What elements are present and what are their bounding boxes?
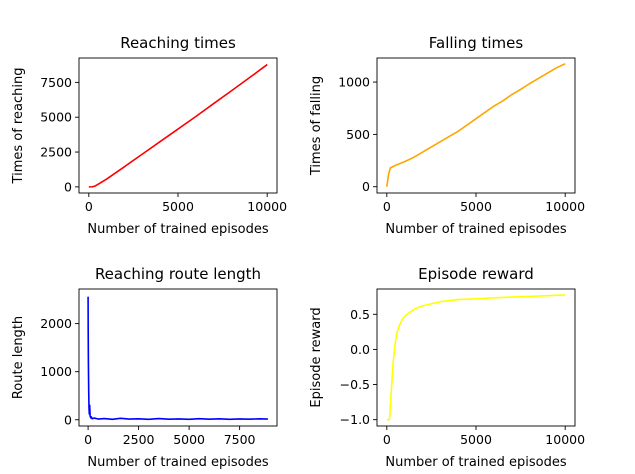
chart-title: Episode reward: [418, 265, 534, 283]
x-axis-label: Number of trained episodes: [385, 455, 566, 470]
series-line-1-1: [88, 63, 268, 188]
x-tick-label: 5000: [162, 199, 194, 214]
x-tick-label: 0: [84, 432, 92, 447]
x-tick-label: 10000: [247, 199, 287, 214]
y-tick-label: −0.5: [340, 377, 370, 392]
y-tick-label: 1000: [40, 364, 72, 379]
series-line-2-1: [386, 63, 566, 187]
axes-frame: [376, 57, 576, 194]
y-axis-label: Times of reaching: [11, 68, 26, 185]
x-axis-label: Number of trained episodes: [87, 455, 268, 470]
subplot-1: 0 5000 10000 0 2500 5000 7500 Reaching times Num…: [11, 34, 287, 237]
y-tick-label: 0: [64, 412, 72, 427]
x-tick-label: 5000: [460, 199, 492, 214]
x-tick-label: 2500: [123, 432, 155, 447]
x-tick-label: 10000: [545, 432, 585, 447]
axes-frame: [376, 288, 576, 427]
chart-title: Reaching route length: [95, 265, 261, 283]
y-tick-label: 0: [362, 179, 370, 194]
x-tick-label: 0: [383, 199, 391, 214]
y-tick-label: −1.0: [340, 412, 370, 427]
y-axis-label: Episode reward: [309, 307, 324, 407]
subplot-4: 0 5000 10000 −1.0 −0.5 0.0 0.5 Episode reward Nu…: [309, 265, 585, 470]
subplot-3: 0 2500 5000 7500 0 1000 2000 Reaching route len…: [11, 265, 278, 470]
chart-title: Reaching times: [120, 34, 236, 52]
axes-frame: [78, 288, 278, 427]
x-tick-label: 0: [383, 432, 391, 447]
axes-frame: [78, 57, 278, 194]
subplot-2: 0 5000 10000 0 500 1000 Falling times Number of…: [309, 34, 585, 237]
series-line-4-1: [386, 294, 566, 421]
y-tick-label: 2500: [40, 145, 72, 160]
x-tick-label: 7500: [224, 432, 256, 447]
x-tick-label: 5000: [173, 432, 205, 447]
y-axis-label: Route length: [11, 316, 26, 399]
x-axis-label: Number of trained episodes: [385, 222, 566, 237]
y-tick-label: 5000: [40, 110, 72, 125]
x-axis-label: Number of trained episodes: [87, 222, 268, 237]
y-tick-label: 0.5: [350, 307, 370, 322]
chart-title: Falling times: [429, 34, 524, 52]
x-tick-label: 5000: [460, 432, 492, 447]
y-tick-label: 0: [64, 179, 72, 194]
x-tick-label: 0: [85, 199, 93, 214]
y-tick-label: 1000: [338, 75, 370, 90]
y-tick-label: 500: [346, 127, 370, 142]
y-tick-label: 0.0: [350, 342, 370, 357]
series-line-3-1: [87, 296, 268, 421]
x-tick-label: 10000: [545, 199, 585, 214]
y-tick-label: 7500: [40, 75, 72, 90]
y-tick-label: 2000: [40, 316, 72, 331]
y-axis-label: Times of falling: [309, 76, 324, 176]
